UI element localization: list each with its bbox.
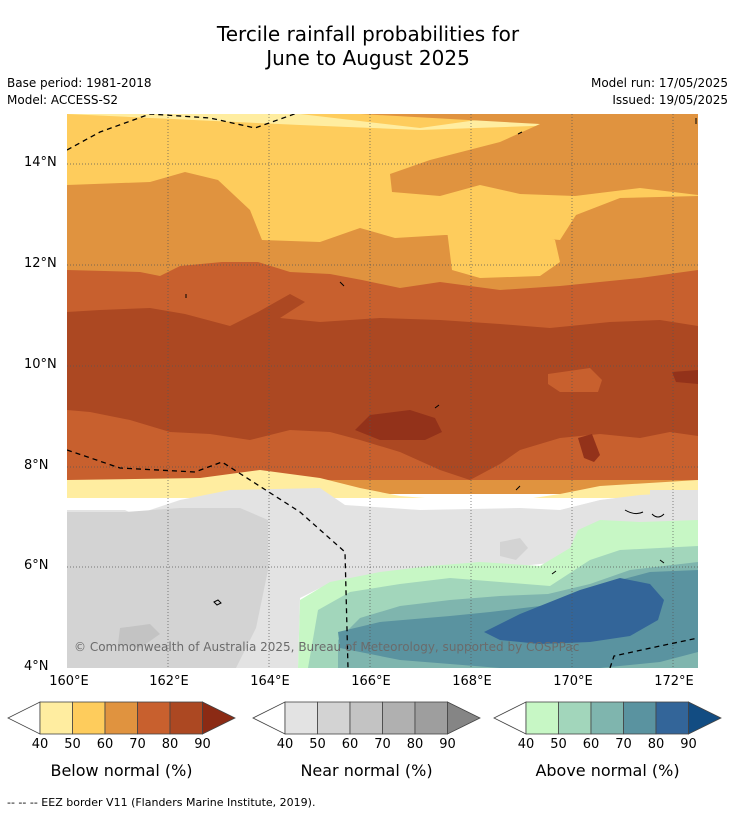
chart-title: Tercile rainfall probabilities for June … — [0, 22, 736, 70]
near-50-60-patch — [500, 538, 528, 560]
islands — [185, 118, 697, 606]
legend-above-title: Above normal (%) — [535, 761, 680, 780]
near-40-50-patch-east — [650, 490, 698, 522]
title-line-1: Tercile rainfall probabilities for — [216, 22, 520, 46]
legend-near-label-70: 70 — [374, 737, 391, 752]
contour-fills — [67, 114, 698, 668]
eez-border-footnote: -- -- -- EEZ border V11 (Flanders Marine… — [7, 796, 316, 809]
copyright-notice: © Commonwealth of Australia 2025, Bureau… — [74, 640, 580, 654]
legend-near-swatch-2 — [317, 701, 351, 735]
colorbar-legends — [7, 701, 722, 735]
below-90-patch — [355, 410, 442, 440]
eez-border — [67, 114, 698, 668]
legend-below-swatch-4 — [137, 701, 171, 735]
legend-near-title: Near normal (%) — [300, 761, 433, 780]
lon-tick-172: 172°E — [654, 674, 694, 689]
legend-below-label-90: 90 — [194, 737, 211, 752]
lat-tick-10: 10°N — [24, 357, 57, 372]
lon-tick-166: 166°E — [351, 674, 391, 689]
legend-near-swatch-4 — [382, 701, 416, 735]
legend-above-swatch-1 — [525, 701, 559, 735]
legend-near-swatch-1 — [284, 701, 318, 735]
legend-below-swatch-1 — [39, 701, 73, 735]
legend-below-swatch-5 — [169, 701, 203, 735]
meta-left: Base period: 1981-2018 Model: ACCESS-S2 — [7, 75, 152, 109]
lon-tick-162: 162°E — [149, 674, 189, 689]
legend-above-label-60: 60 — [582, 737, 600, 752]
legend-below-label-60: 60 — [96, 737, 114, 752]
lat-tick-14: 14°N — [24, 155, 57, 170]
below-50-60-island — [447, 224, 560, 278]
legend-below-swatch-3 — [104, 701, 138, 735]
legend-below-swatch-2 — [72, 701, 106, 735]
below-70-80-patch — [548, 368, 602, 392]
legend-above-label-50: 50 — [550, 737, 567, 752]
legend-below-label-80: 80 — [161, 737, 179, 752]
near-60-70-patch — [118, 624, 160, 648]
legend-near-label-40: 40 — [276, 737, 294, 752]
lon-tick-160: 160°E — [49, 674, 89, 689]
legend-above-normal — [493, 701, 722, 735]
legend-above-label-70: 70 — [615, 737, 632, 752]
legend-below-arrow-high — [202, 701, 236, 735]
base-period: Base period: 1981-2018 — [7, 76, 152, 90]
legend-above-label-90: 90 — [680, 737, 697, 752]
legend-below-label-40: 40 — [31, 737, 49, 752]
legend-near-arrow-low — [252, 701, 286, 735]
legend-above-label-40: 40 — [517, 737, 535, 752]
title-line-2: June to August 2025 — [266, 46, 470, 70]
legend-above-arrow-high — [688, 701, 722, 735]
legend-near-label-80: 80 — [406, 737, 424, 752]
legend-below-label-50: 50 — [64, 737, 81, 752]
below-90-patch-south — [578, 434, 600, 462]
lon-tick-170: 170°E — [553, 674, 593, 689]
issued-date: Issued: 19/05/2025 — [612, 93, 728, 107]
legend-below-normal — [7, 701, 236, 735]
lon-tick-164: 164°E — [250, 674, 290, 689]
lat-tick-6: 6°N — [24, 558, 49, 573]
below-90-patch-east — [672, 370, 698, 384]
lat-tick-12: 12°N — [24, 256, 57, 271]
model-name: Model: ACCESS-S2 — [7, 93, 119, 107]
legend-near-normal — [252, 701, 481, 735]
lat-tick-8: 8°N — [24, 458, 49, 473]
below-80-90-band — [67, 294, 698, 480]
legend-near-label-50: 50 — [309, 737, 326, 752]
legend-near-swatch-5 — [414, 701, 448, 735]
above-80-90-band — [484, 578, 664, 644]
meta-right: Model run: 17/05/2025 Issued: 19/05/2025 — [591, 75, 728, 109]
legend-near-arrow-high — [447, 701, 481, 735]
near-50-60-band — [67, 508, 268, 668]
legend-above-swatch-5 — [655, 701, 689, 735]
legend-above-swatch-4 — [623, 701, 657, 735]
lat-tick-4: 4°N — [24, 659, 49, 674]
legend-above-label-80: 80 — [647, 737, 665, 752]
legend-near-label-60: 60 — [341, 737, 359, 752]
legend-above-swatch-2 — [558, 701, 592, 735]
gridlines — [67, 114, 698, 668]
below-60-70-northeast — [360, 114, 698, 196]
legend-near-label-90: 90 — [439, 737, 456, 752]
legend-above-swatch-3 — [590, 701, 624, 735]
model-run: Model run: 17/05/2025 — [590, 76, 728, 90]
legend-near-swatch-3 — [349, 701, 383, 735]
legend-below-label-70: 70 — [129, 737, 146, 752]
lon-tick-168: 168°E — [452, 674, 492, 689]
legend-above-arrow-low — [493, 701, 527, 735]
legend-below-title: Below normal (%) — [50, 761, 193, 780]
legend-below-arrow-low — [7, 701, 41, 735]
